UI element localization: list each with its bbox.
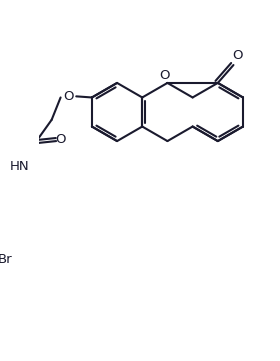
Text: O: O (63, 90, 74, 103)
Text: O: O (232, 49, 242, 62)
Text: Br: Br (0, 253, 12, 266)
Text: O: O (159, 69, 169, 82)
Text: O: O (55, 134, 66, 147)
Text: HN: HN (10, 160, 30, 173)
